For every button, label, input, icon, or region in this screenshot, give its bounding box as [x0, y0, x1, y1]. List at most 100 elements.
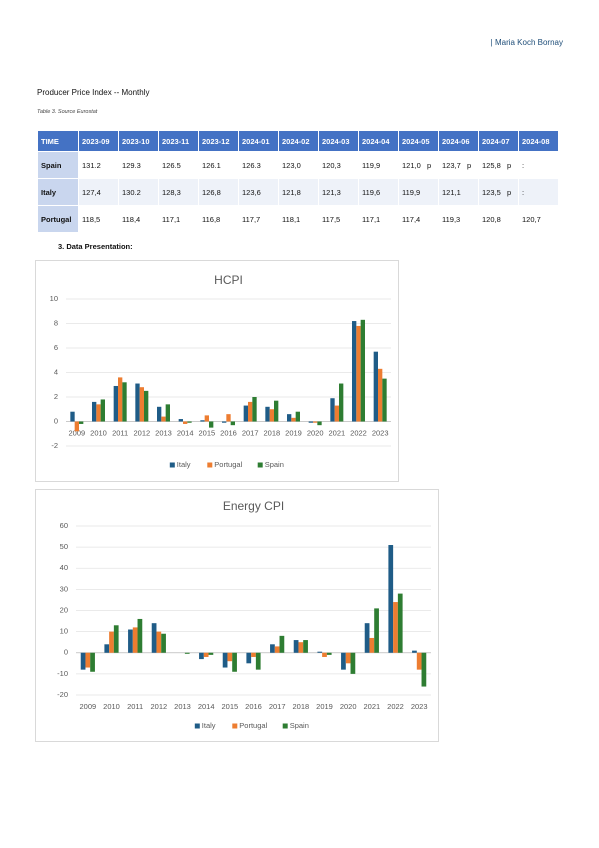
- column-header: TIME: [37, 130, 79, 152]
- table-cell: 126.1: [198, 151, 239, 179]
- bar: [374, 608, 379, 653]
- cell-value: 128,3: [162, 187, 181, 197]
- bar: [352, 321, 357, 422]
- bar: [397, 593, 403, 653]
- cell-value: 120,7: [522, 214, 541, 224]
- table-cell: 131.2: [78, 151, 119, 179]
- table-cell: 123,0: [278, 151, 319, 179]
- table-cell: 123,6: [238, 178, 279, 206]
- x-tick-label: 2009: [68, 428, 85, 437]
- bar: [416, 652, 422, 670]
- bar: [291, 417, 296, 422]
- bar: [298, 642, 304, 653]
- legend-swatch: [207, 462, 213, 468]
- bar: [157, 406, 162, 422]
- x-tick-label: 2013: [174, 702, 191, 711]
- cell-value: 120,8: [482, 214, 501, 224]
- table-cell: :: [518, 151, 559, 179]
- bar: [356, 325, 361, 422]
- ppi-table: TIME 2023-09 2023-10 2023-11 2023-12 2024-01 2…: [37, 130, 559, 233]
- bar: [208, 652, 214, 655]
- legend-label: Spain: [290, 721, 309, 730]
- bar: [382, 378, 387, 422]
- chart-title: Energy CPI: [223, 499, 284, 513]
- x-tick-label: 2022: [387, 702, 404, 711]
- cell-value: 121,1: [442, 187, 461, 197]
- bar: [313, 421, 318, 423]
- bar: [255, 652, 261, 670]
- bar: [322, 652, 327, 657]
- table-cell: 127,4: [78, 178, 119, 206]
- chart-box: HCPI -2 0 2 4 6 8 10 2009 2010 2011 2012 2013 2014 201…: [35, 260, 399, 482]
- bar: [79, 421, 84, 424]
- bar: [113, 385, 118, 422]
- chart: Energy CPI -20 -10 0 10 20 30 40 50 60 2009 2010 201…: [57, 499, 431, 730]
- bar: [156, 631, 162, 653]
- table-cell: 121,0 p: [398, 151, 439, 179]
- column-header: 2024-06: [438, 130, 479, 152]
- bar: [222, 652, 228, 668]
- cell-value: 117,5: [322, 214, 341, 224]
- table-cell: 117,7: [238, 205, 279, 233]
- y-tick-label: 8: [54, 318, 58, 327]
- y-tick-label: 10: [60, 627, 68, 636]
- bar: [90, 652, 95, 672]
- section-title: Producer Price Index -- Monthly: [37, 88, 150, 97]
- bar: [161, 633, 166, 653]
- table-cell: 120,8: [478, 205, 519, 233]
- column-header: 2023-10: [118, 130, 159, 152]
- bar: [70, 411, 75, 422]
- x-tick-label: 2010: [90, 428, 107, 437]
- bar: [200, 420, 205, 422]
- bar: [293, 640, 299, 653]
- column-header: 2024-01: [238, 130, 279, 152]
- cell-value: 121,8: [282, 187, 301, 197]
- table-cell: 123,7 p: [438, 151, 479, 179]
- cell-value: 119,6: [362, 187, 381, 197]
- legend-label: Italy: [202, 721, 216, 730]
- bar: [360, 319, 365, 422]
- bar: [204, 415, 209, 422]
- bar: [326, 652, 332, 655]
- table-cell: :: [518, 178, 559, 206]
- x-tick-label: 2014: [177, 428, 194, 437]
- y-tick-label: 2: [54, 392, 58, 401]
- chart: HCPI -2 0 2 4 6 8 10 2009 2010 2011 2012 2013 2014 201…: [50, 273, 391, 469]
- table-cell: 120,3: [318, 151, 359, 179]
- bar: [144, 390, 149, 422]
- bar: [80, 652, 86, 670]
- bar: [252, 397, 257, 422]
- x-tick-label: 2012: [133, 428, 150, 437]
- bar: [226, 414, 231, 422]
- bar: [393, 602, 398, 653]
- bar: [178, 419, 183, 422]
- cell-value: 126.3: [242, 160, 261, 170]
- bar: [412, 650, 417, 653]
- legend-label: Portugal: [214, 460, 242, 469]
- bar: [109, 631, 114, 653]
- x-tick-label: 2011: [112, 428, 128, 437]
- bar: [85, 652, 91, 668]
- column-header: 2024-02: [278, 130, 319, 152]
- bar: [139, 387, 144, 422]
- bar: [100, 399, 105, 422]
- table-cell: 130.2: [118, 178, 159, 206]
- table-cell: 117,1: [158, 205, 199, 233]
- bar: [222, 421, 227, 423]
- table-cell: 119,3: [438, 205, 479, 233]
- table-cell: 117,5: [318, 205, 359, 233]
- bar: [132, 627, 138, 653]
- bar: [248, 401, 253, 422]
- x-tick-label: 2023: [372, 428, 389, 437]
- legend-label: Italy: [177, 460, 191, 469]
- y-tick-label: 0: [64, 648, 68, 657]
- column-header: 2024-07: [478, 130, 519, 152]
- bar: [184, 652, 190, 654]
- cell-value: 123,7: [442, 160, 461, 170]
- cell-value: 126,8: [202, 187, 221, 197]
- bar: [265, 406, 270, 422]
- table-cell: 125,8 p: [478, 151, 519, 179]
- x-tick-label: 2021: [363, 702, 380, 711]
- cell-value: 125,8: [482, 160, 501, 170]
- legend-swatch: [257, 462, 263, 468]
